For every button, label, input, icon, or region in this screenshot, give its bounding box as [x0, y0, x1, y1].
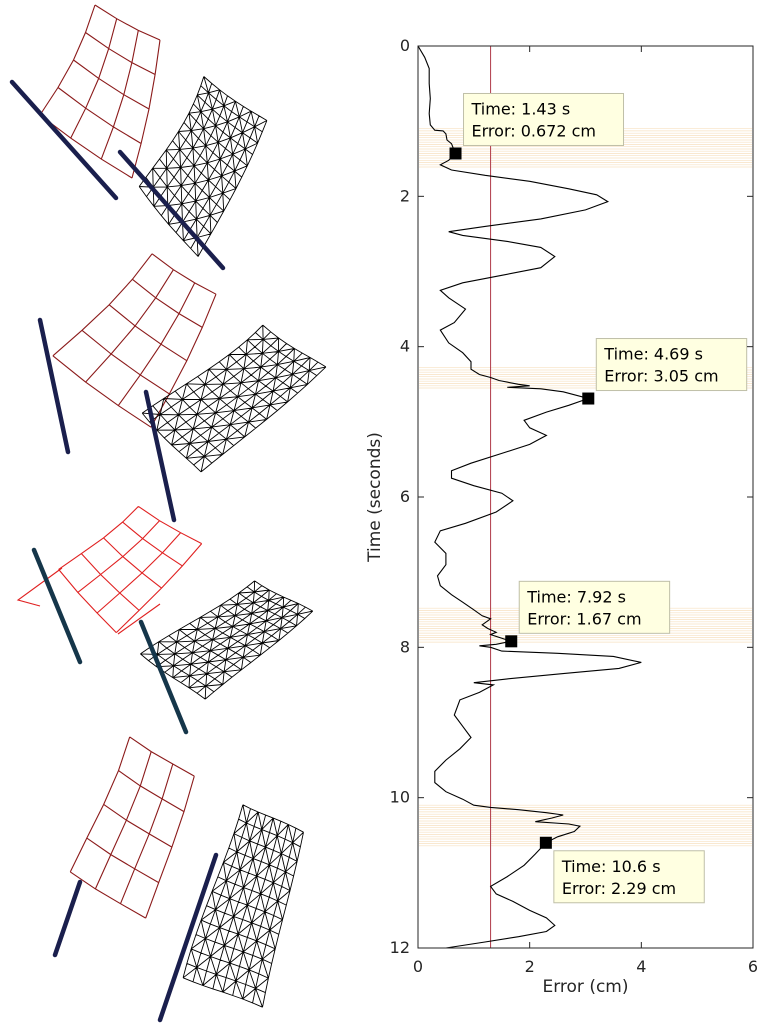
- datatip-marker-1[interactable]: [449, 147, 462, 160]
- x-tick-label: 0: [413, 957, 423, 976]
- x-axis-label: Error (cm): [542, 977, 628, 997]
- y-tick-label: 2: [400, 186, 410, 205]
- x-tick-label: 2: [525, 957, 535, 976]
- datatip-4[interactable]: Time: 10.6 s Error: 2.29 cm: [553, 850, 705, 904]
- datatip-2[interactable]: Time: 4.69 s Error: 3.05 cm: [595, 338, 748, 392]
- datatip-error-text: Error: 1.67 cm: [527, 609, 641, 628]
- deformed-mesh-lines: [182, 804, 304, 1008]
- datatip-box: [518, 580, 671, 634]
- snapshot-panel-1: [9, 4, 268, 271]
- datatip-3[interactable]: Time: 7.92 s Error: 1.67 cm: [518, 580, 671, 634]
- datatip-error-text: Error: 2.29 cm: [562, 879, 676, 898]
- deformed-mesh: [138, 76, 268, 257]
- reference-mesh: [58, 505, 203, 633]
- x-tick-label: 4: [636, 957, 646, 976]
- y-tick-label: 8: [400, 637, 410, 656]
- datatip-time-text: Time: 4.69 s: [603, 345, 703, 364]
- datatip-marker-3[interactable]: [505, 635, 518, 648]
- error-trace-line: [417, 45, 642, 949]
- y-tick-label: 0: [400, 36, 410, 55]
- reference-mesh-lines: [69, 736, 195, 919]
- datatip-box: [595, 338, 748, 392]
- datatip-error-text: Error: 0.672 cm: [472, 121, 596, 140]
- reference-mesh-lines: [39, 4, 161, 179]
- y-axis-label: Time (seconds): [365, 432, 385, 563]
- rod-1: [9, 79, 119, 201]
- reference-mesh-lines: [52, 253, 217, 428]
- rod-2: [143, 389, 177, 523]
- datatip-1[interactable]: Time: 1.43 s Error: 0.672 cm: [463, 92, 625, 146]
- datatip-marker-4[interactable]: [539, 836, 552, 849]
- snapshot-panel-3: [16, 505, 314, 735]
- snapshot-panel-4: [52, 736, 304, 1023]
- rod-2: [157, 852, 219, 1023]
- y-tick-label: 12: [390, 938, 410, 957]
- rod-1: [37, 317, 71, 455]
- rod-2: [117, 149, 226, 271]
- snapshot-panels: [9, 4, 327, 1023]
- deformed-mesh-lines: [140, 580, 314, 700]
- rod-2: [138, 619, 189, 735]
- datatip-marker-2[interactable]: [582, 392, 595, 405]
- x-tick-label: 6: [748, 957, 758, 976]
- datatip-box: [463, 92, 625, 146]
- rod-1: [31, 547, 83, 665]
- y-tick-label: 6: [400, 487, 410, 506]
- reference-mesh: [52, 253, 217, 428]
- reference-mesh-lines: [58, 505, 203, 633]
- axis-ticks: 0 2 4 6 0 2 4 6 8 10 12: [390, 36, 758, 976]
- deformed-mesh: [141, 324, 327, 473]
- datatip-time-text: Time: 10.6 s: [561, 857, 661, 876]
- snapshot-panel-2: [37, 253, 327, 523]
- deformed-mesh: [140, 580, 314, 700]
- deformed-mesh: [182, 804, 304, 1008]
- datatip-error-text: Error: 3.05 cm: [604, 367, 718, 386]
- deformed-mesh-lines: [141, 324, 327, 473]
- highlight-band-4: [419, 804, 752, 847]
- datatip-time-text: Time: 7.92 s: [526, 587, 626, 606]
- deformed-mesh-lines: [138, 76, 268, 257]
- datatip-time-text: Time: 1.43 s: [471, 99, 571, 118]
- y-tick-label: 10: [390, 788, 410, 807]
- rod-1: [52, 879, 83, 958]
- datatips: Time: 1.43 s Error: 0.672 cm Time: 4.69 s E…: [463, 92, 748, 904]
- reference-mesh: [39, 4, 161, 179]
- reference-mesh: [69, 736, 195, 919]
- error-time-chart: Time: 1.43 s Error: 0.672 cm Time: 4.69 s E…: [365, 36, 758, 997]
- y-tick-label: 4: [400, 337, 410, 356]
- plot-area: [418, 46, 753, 948]
- datatip-markers: [449, 147, 595, 849]
- datatip-box: [553, 850, 705, 904]
